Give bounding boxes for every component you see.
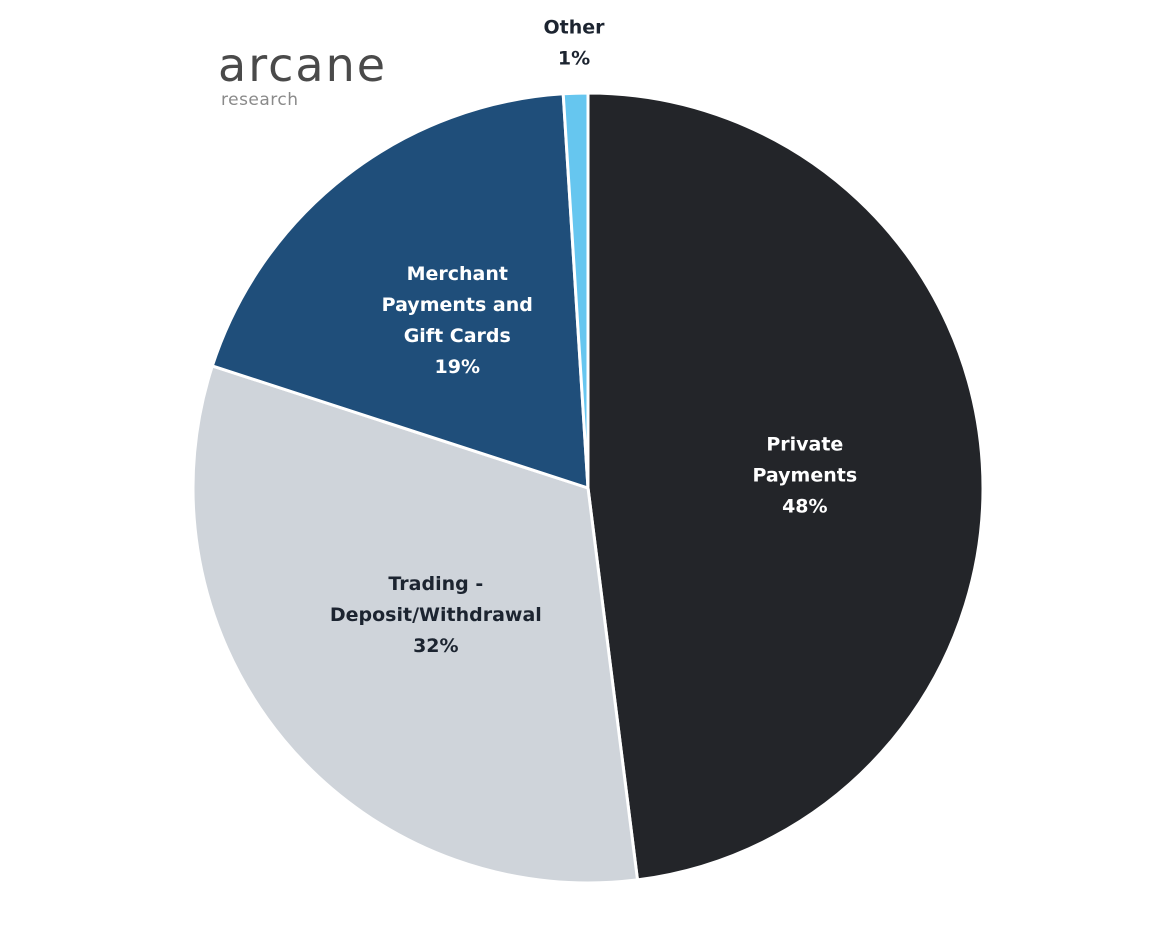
logo-subtitle: research: [221, 90, 299, 110]
slice-label-line: 19%: [435, 356, 480, 378]
slice-label-private-payments: Private Payments 48%: [753, 433, 858, 517]
slice-label-line: Private: [766, 433, 843, 455]
slice-label-merchant-payments-and-gift-cards: Merchant Payments and Gift Cards 19%: [382, 263, 533, 378]
slice-label-line: 48%: [782, 495, 827, 517]
slice-label-line: Payments: [753, 464, 858, 486]
slice-label-line: Gift Cards: [404, 325, 511, 347]
slice-label-line: Deposit/Withdrawal: [330, 604, 542, 626]
logo-wordmark: arcane: [218, 38, 388, 92]
slice-label-line: Other: [543, 16, 605, 38]
slice-label-line: Merchant: [407, 263, 508, 285]
pie-labels: Private Payments 48% Trading - Deposit/Withd…: [330, 16, 857, 657]
slice-label-line: 32%: [413, 635, 458, 657]
slice-label-other: Other 1%: [543, 16, 605, 69]
pie-slice-merchant-payments-and-gift-cards: [210, 92, 590, 490]
pie-slices: [191, 91, 985, 885]
pie-slice-other: [561, 91, 590, 490]
pie-slice-private-payments: [586, 91, 985, 882]
slice-label-line: Payments and: [382, 294, 533, 316]
pie-slice-trading-deposit-withdrawal: [191, 364, 640, 885]
slice-label-trading-deposit-withdrawal: Trading - Deposit/Withdrawal 32%: [330, 573, 542, 657]
slice-label-line: 1%: [558, 47, 590, 69]
arcane-research-logo: arcane research: [218, 40, 418, 120]
slice-label-line: Trading -: [388, 573, 483, 595]
